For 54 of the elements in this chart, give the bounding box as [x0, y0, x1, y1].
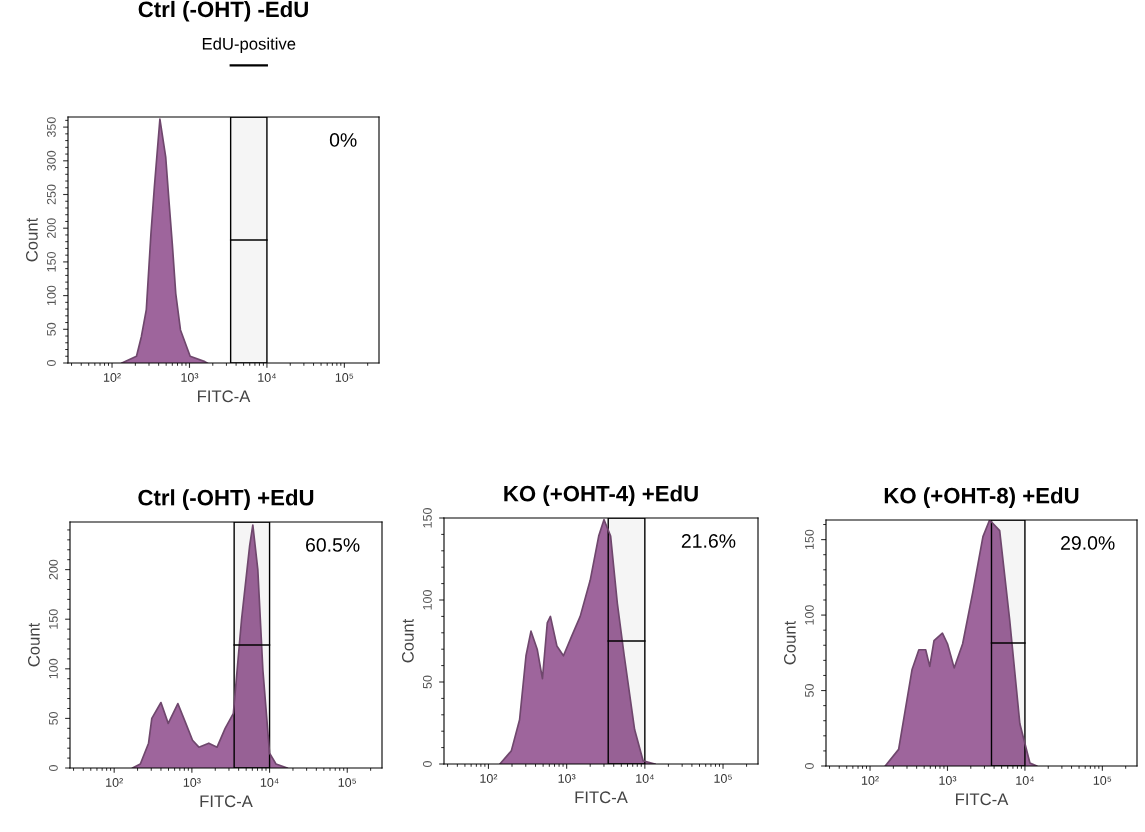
band-label: 0%	[329, 133, 357, 147]
x-tick-label: 10⁵	[338, 778, 357, 787]
y-axis-title: Count	[401, 618, 414, 663]
x-tick-label: 10³	[558, 774, 576, 783]
chart-title: Ctrl (-OHT) -EdU	[138, 0, 308, 22]
y-tick-label: 200	[48, 559, 58, 580]
band-label: 21.6%	[681, 534, 736, 548]
x-tick-label: 10²	[106, 778, 123, 787]
x-tick-label: 10³	[181, 373, 199, 382]
x-tick-label: 10²	[103, 373, 121, 382]
y-tick-label: 150	[48, 609, 58, 629]
chart-title: KO (+OHT-4) +EdU	[504, 485, 698, 506]
y-tick-label: 0	[804, 763, 814, 769]
band-label: 60.5%	[306, 538, 360, 552]
x-axis-title: FITC-A	[198, 390, 251, 403]
x-tick-label: 10³	[183, 778, 201, 787]
x-tick-label: 10²	[861, 776, 879, 785]
x-tick-label: 10⁴	[260, 778, 279, 787]
y-axis-title: Count	[25, 217, 38, 262]
y-tick-label: 100	[48, 658, 58, 679]
chart-title: Ctrl (-OHT) +EdU	[138, 489, 314, 510]
y-tick-label: 0	[46, 360, 56, 366]
band-label: 29.0%	[1061, 536, 1115, 550]
x-axis-title: FITC-A	[575, 791, 628, 804]
y-tick-label: 150	[422, 508, 432, 528]
y-tick-label: 50	[804, 684, 814, 697]
y-tick-label: 200	[46, 218, 56, 238]
y-tick-label: 100	[422, 590, 432, 610]
text: EdU-positive	[202, 37, 296, 54]
x-tick-label: 10⁴	[636, 774, 654, 783]
y-tick-label: 150	[804, 529, 814, 550]
x-tick-label: 10⁴	[258, 373, 276, 382]
y-tick-label: 350	[46, 117, 56, 138]
x-axis-title: FITC-A	[956, 793, 1009, 806]
y-tick-label: 100	[804, 605, 814, 625]
x-tick-label: 10⁵	[335, 373, 354, 382]
y-tick-label: 300	[46, 150, 56, 171]
chart-title: KO (+OHT-8) +EdU	[884, 487, 1079, 508]
y-axis-title: Count	[27, 622, 40, 667]
y-tick-label: 0	[48, 765, 58, 771]
x-tick-label: 10³	[939, 776, 957, 785]
x-axis-title: FITC-A	[200, 795, 253, 808]
y-tick-label: 50	[48, 711, 58, 725]
y-tick-label: 50	[422, 675, 432, 689]
y-tick-label: 100	[46, 285, 56, 306]
x-tick-label: 10⁴	[1016, 776, 1034, 785]
y-tick-label: 150	[46, 251, 56, 272]
y-tick-label: 250	[46, 184, 56, 205]
y-tick-label: 50	[46, 322, 56, 336]
x-tick-label: 10²	[480, 774, 498, 783]
x-tick-label: 10⁵	[714, 774, 732, 783]
y-axis-title: Count	[783, 620, 796, 665]
x-tick-label: 10⁵	[1093, 776, 1112, 785]
y-tick-label: 0	[422, 761, 432, 767]
